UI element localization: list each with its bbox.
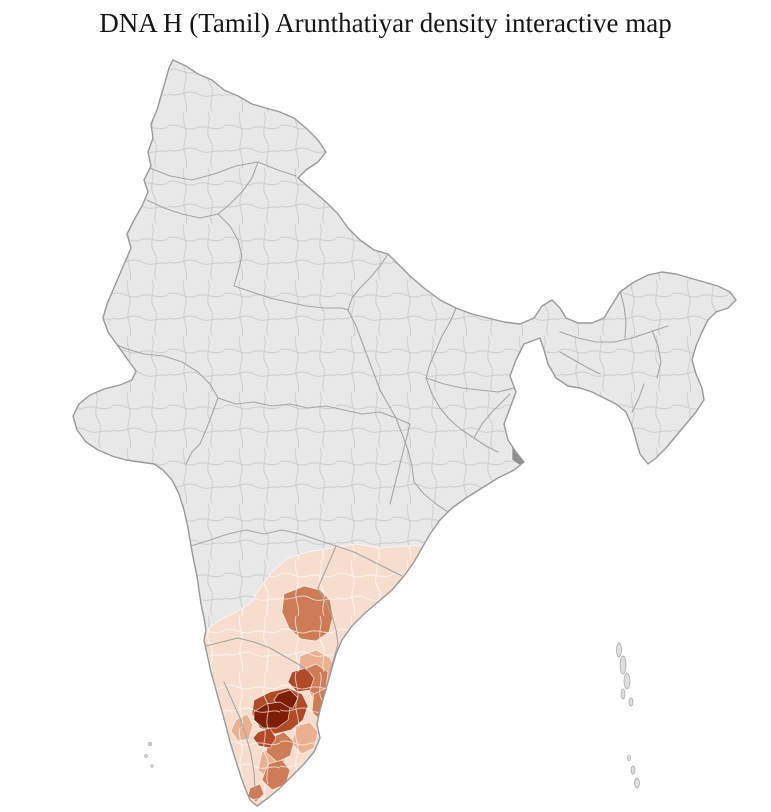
andaman-nicobar-islands[interactable] xyxy=(616,642,640,789)
state-borders xyxy=(105,161,669,791)
district-texture xyxy=(73,60,736,806)
density-regions[interactable] xyxy=(203,437,539,806)
colored-district-texture xyxy=(204,544,430,806)
lakshadweep-islands[interactable] xyxy=(144,742,154,768)
page-title: DNA H (Tamil) Arunthatiyar density inter… xyxy=(99,8,672,38)
